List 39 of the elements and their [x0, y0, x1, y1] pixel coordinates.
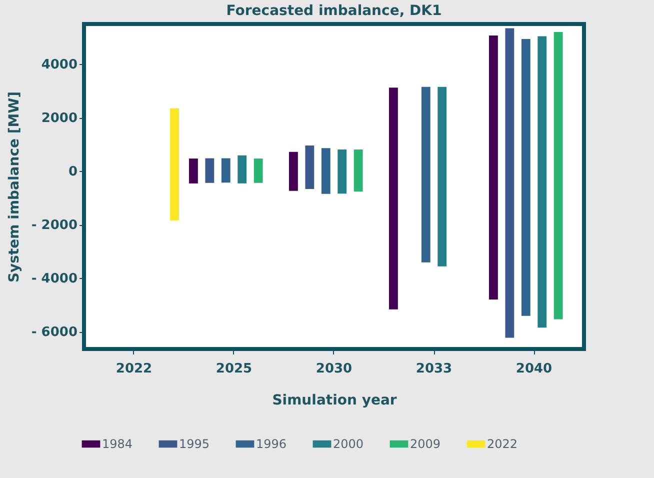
- bar: [554, 32, 563, 320]
- bar: [321, 148, 330, 194]
- y-axis-title: System imbalance [MW]: [6, 91, 22, 283]
- x-tick-label: 2030: [316, 362, 352, 376]
- legend-label: 2000: [333, 437, 364, 451]
- y-tick-label: 0: [68, 164, 78, 180]
- legend-label: 1996: [256, 437, 287, 451]
- legend-label: 1984: [102, 437, 133, 451]
- bar: [338, 149, 347, 194]
- bar: [354, 149, 363, 192]
- bar: [170, 108, 179, 220]
- y-tick-label: - 2000: [31, 218, 78, 234]
- y-tick-label: - 6000: [31, 325, 78, 340]
- x-axis-title: Simulation year: [272, 392, 397, 408]
- bar: [221, 158, 230, 183]
- bar: [189, 158, 198, 184]
- chart-title: Forecasted imbalance, DK1: [226, 3, 442, 19]
- bar: [505, 28, 514, 338]
- bar: [389, 88, 398, 310]
- bar: [521, 38, 530, 316]
- bar: [305, 145, 314, 190]
- bar: [489, 36, 498, 300]
- y-tick-label: - 4000: [31, 272, 78, 287]
- x-tick-label: 2025: [216, 362, 252, 376]
- bar: [205, 158, 214, 183]
- y-tick-label: 2000: [41, 111, 78, 126]
- x-tick-label: 2033: [416, 362, 452, 376]
- bar: [289, 152, 298, 191]
- y-tick-label: 4000: [41, 58, 78, 73]
- x-tick-label: 2040: [516, 362, 552, 376]
- bar: [538, 36, 547, 328]
- x-tick-label: 2022: [116, 362, 152, 376]
- bar: [238, 155, 247, 184]
- bar: [438, 86, 447, 266]
- legend-label: 2009: [410, 437, 441, 451]
- bar: [421, 86, 430, 262]
- bar: [254, 158, 263, 183]
- legend-label: 1995: [179, 437, 210, 451]
- legend-label: 2022: [487, 437, 518, 451]
